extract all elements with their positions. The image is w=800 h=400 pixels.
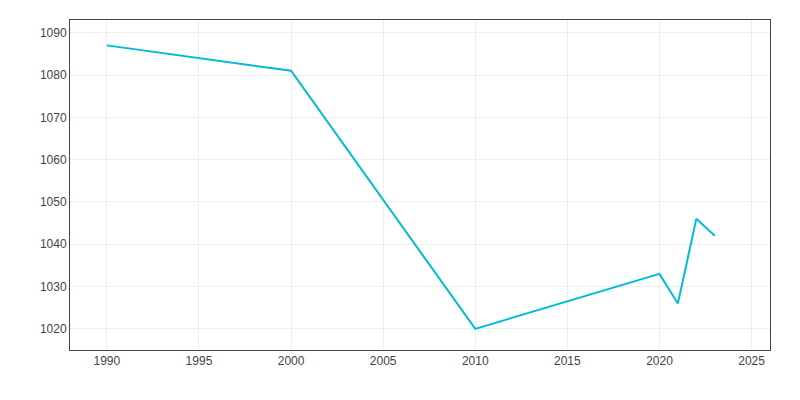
svg-text:1990: 1990 bbox=[93, 354, 120, 368]
svg-text:1995: 1995 bbox=[186, 354, 213, 368]
svg-text:1090: 1090 bbox=[40, 26, 67, 40]
svg-text:2010: 2010 bbox=[462, 354, 489, 368]
svg-text:2020: 2020 bbox=[646, 354, 673, 368]
svg-text:2005: 2005 bbox=[370, 354, 397, 368]
svg-text:1020: 1020 bbox=[40, 322, 67, 336]
svg-text:2015: 2015 bbox=[554, 354, 581, 368]
svg-text:1050: 1050 bbox=[40, 195, 67, 209]
svg-text:2025: 2025 bbox=[738, 354, 765, 368]
svg-text:2000: 2000 bbox=[278, 354, 305, 368]
svg-text:1040: 1040 bbox=[40, 237, 67, 251]
svg-text:1060: 1060 bbox=[40, 153, 67, 167]
svg-text:1080: 1080 bbox=[40, 68, 67, 82]
svg-text:1070: 1070 bbox=[40, 111, 67, 125]
svg-text:1030: 1030 bbox=[40, 280, 67, 294]
